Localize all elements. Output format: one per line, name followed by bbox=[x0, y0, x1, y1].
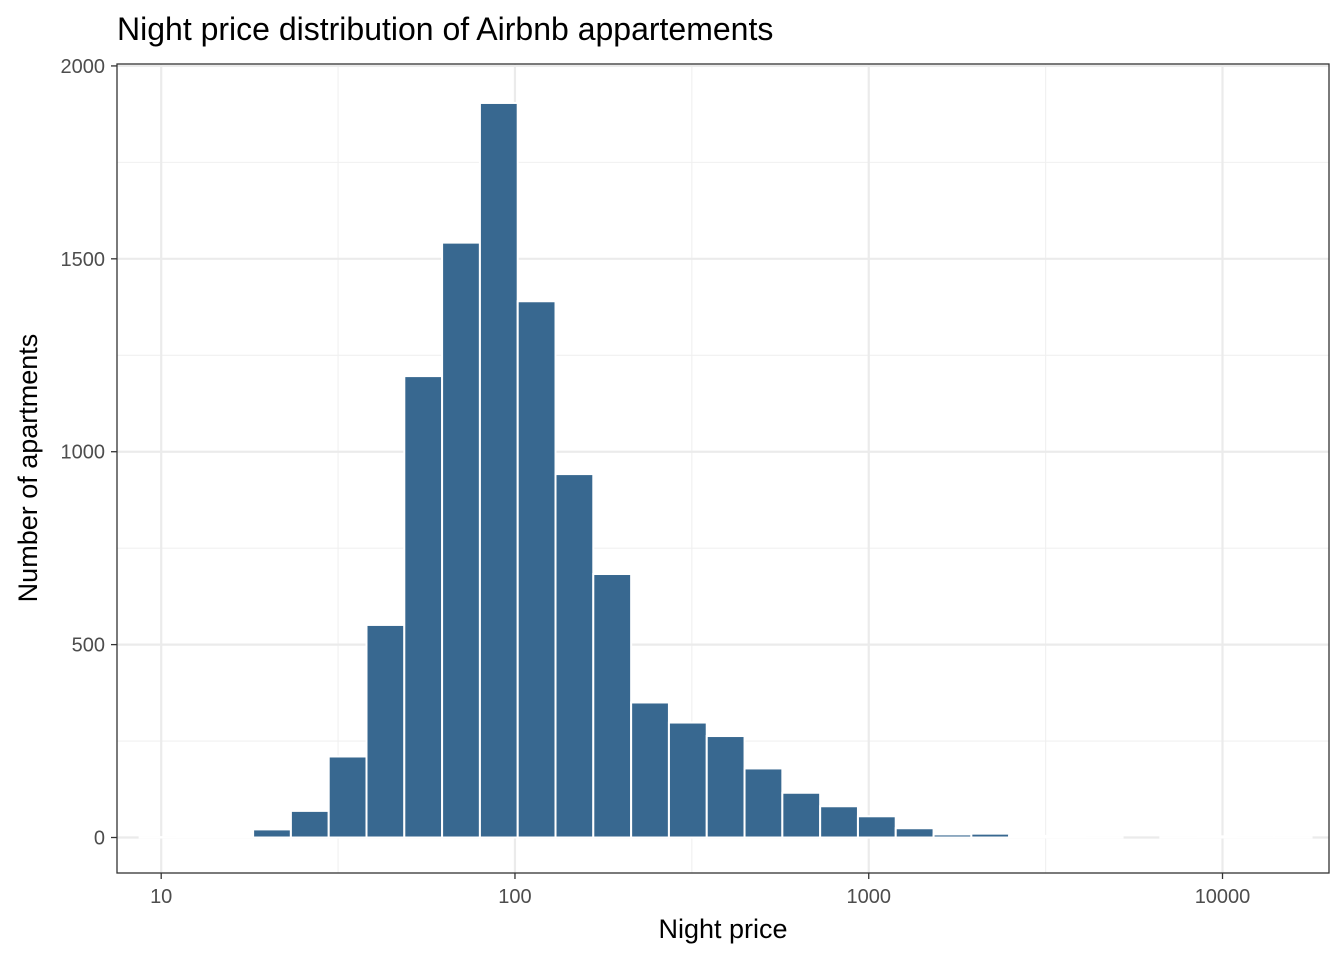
histogram-bar bbox=[856, 815, 897, 839]
histogram-bar bbox=[743, 767, 784, 839]
histogram-bar bbox=[252, 828, 292, 839]
histogram-bar bbox=[932, 833, 973, 839]
histogram-bar bbox=[478, 101, 519, 839]
histogram-bar bbox=[1197, 835, 1237, 839]
chart-title: Night price distribution of Airbnb appar… bbox=[117, 11, 773, 47]
x-tick-label: 100 bbox=[498, 886, 531, 908]
histogram-bar bbox=[516, 300, 557, 839]
histogram-bar bbox=[970, 832, 1011, 839]
y-tick-label: 1500 bbox=[61, 249, 106, 271]
y-axis-title: Number of apartments bbox=[13, 334, 43, 603]
histogram-bar bbox=[214, 834, 255, 839]
x-axis: 10 100 1000 10000 bbox=[150, 873, 1250, 908]
histogram-bar bbox=[176, 835, 217, 839]
y-axis: 0 500 1000 1500 2000 bbox=[61, 56, 117, 850]
histogram-bar bbox=[630, 701, 670, 839]
y-tick-label: 0 bbox=[94, 828, 105, 850]
y-tick-label: 1000 bbox=[61, 442, 106, 464]
histogram-bar bbox=[554, 473, 595, 839]
histogram-bar bbox=[592, 573, 633, 839]
y-tick-label: 500 bbox=[72, 635, 105, 657]
histogram-bars bbox=[138, 101, 1313, 839]
x-tick-label: 10000 bbox=[1195, 886, 1251, 908]
histogram-bar bbox=[327, 755, 368, 839]
x-tick-label: 1000 bbox=[846, 886, 891, 908]
histogram-bar bbox=[403, 375, 444, 839]
histogram-bar bbox=[819, 805, 859, 839]
histogram-bar bbox=[441, 241, 481, 839]
histogram-bar bbox=[781, 791, 822, 839]
histogram-bar bbox=[1045, 835, 1086, 839]
histogram-bar bbox=[1008, 834, 1048, 839]
histogram-bar bbox=[705, 735, 746, 839]
y-tick-label: 2000 bbox=[61, 56, 106, 78]
plot-panel-border bbox=[116, 63, 1330, 874]
histogram-bar bbox=[289, 809, 330, 839]
histogram-bar bbox=[667, 721, 708, 839]
x-axis-title: Night price bbox=[658, 914, 787, 944]
histogram-bar bbox=[894, 827, 935, 839]
histogram-bar bbox=[365, 623, 406, 839]
x-tick-label: 10 bbox=[150, 886, 172, 908]
